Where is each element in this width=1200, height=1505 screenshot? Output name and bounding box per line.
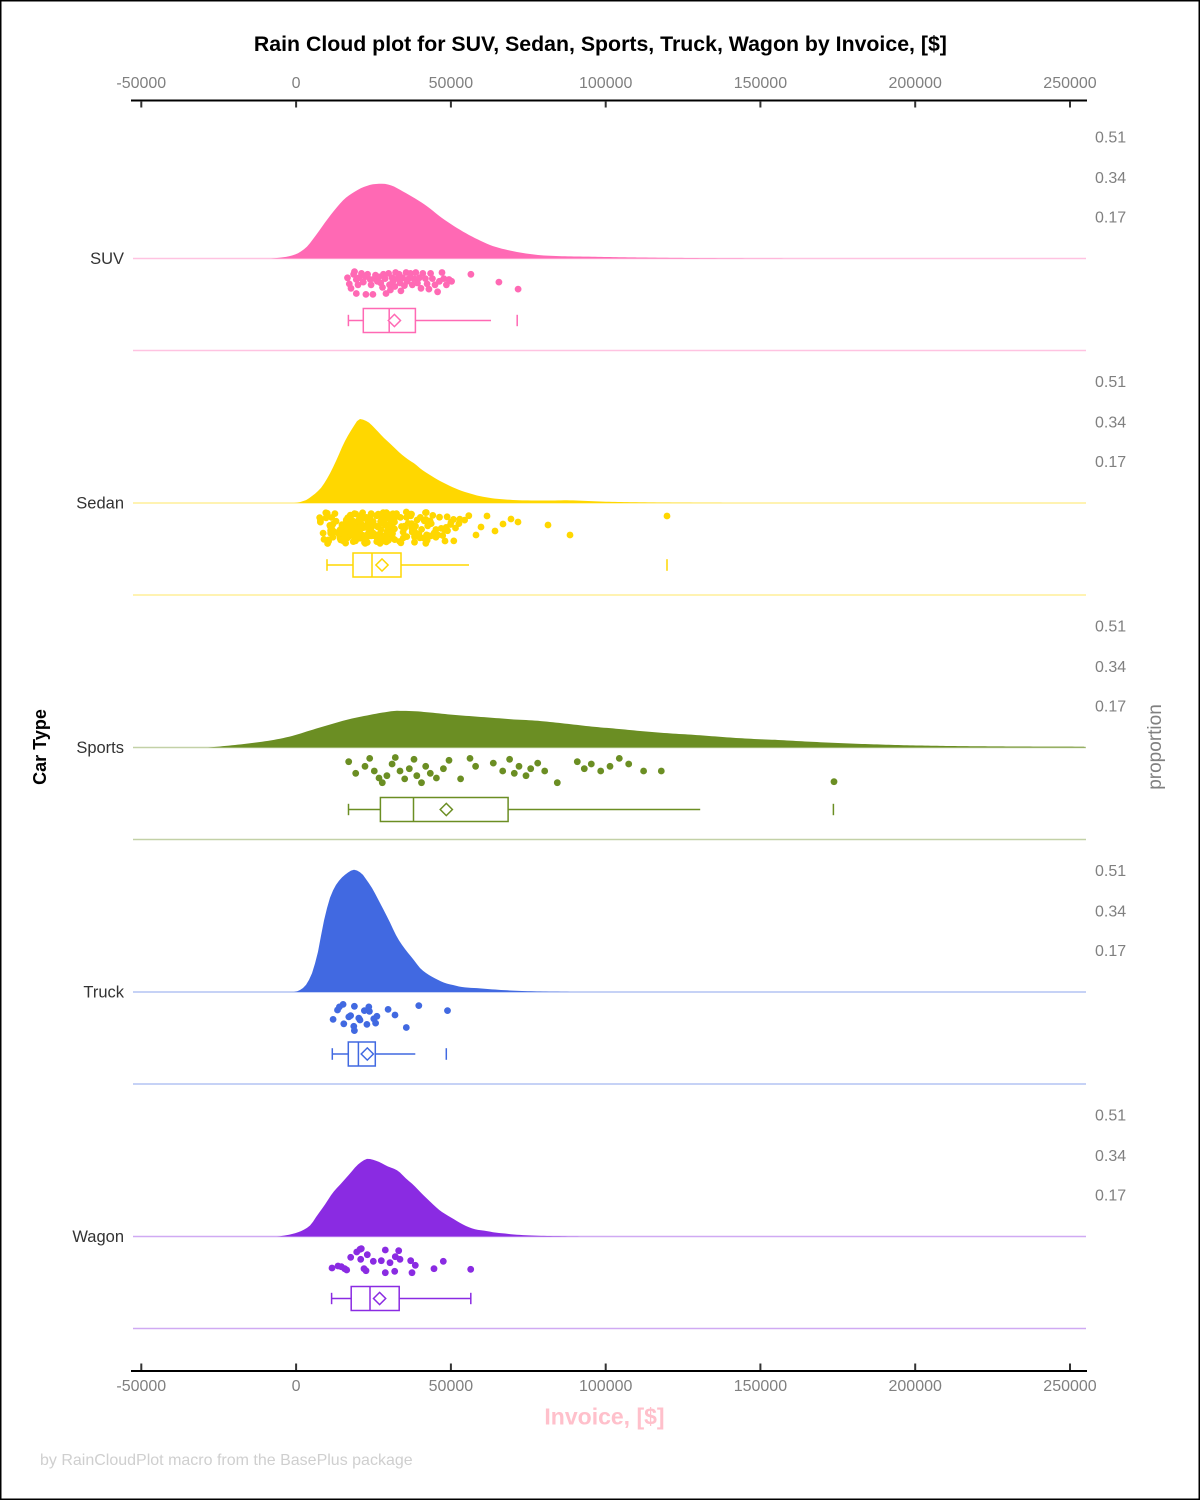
svg-text:0.51: 0.51 [1095,1108,1126,1125]
svg-text:0.34: 0.34 [1095,1148,1126,1165]
svg-text:150000: 150000 [734,1378,787,1395]
svg-text:0.51: 0.51 [1095,130,1126,147]
svg-text:-50000: -50000 [116,1378,166,1395]
svg-text:250000: 250000 [1043,75,1096,92]
svg-text:Sports: Sports [76,739,124,757]
svg-text:0.17: 0.17 [1095,454,1126,471]
svg-text:250000: 250000 [1043,1378,1096,1395]
svg-text:100000: 100000 [579,1378,632,1395]
svg-text:50000: 50000 [429,75,474,92]
svg-text:0.17: 0.17 [1095,210,1126,227]
svg-text:50000: 50000 [429,1378,474,1395]
svg-text:0.17: 0.17 [1095,1188,1126,1205]
svg-text:0.34: 0.34 [1095,659,1126,676]
svg-text:-50000: -50000 [116,75,166,92]
svg-text:0: 0 [292,1378,301,1395]
svg-text:0.34: 0.34 [1095,415,1126,432]
svg-text:SUV: SUV [90,250,124,268]
svg-text:proportion: proportion [1145,704,1166,790]
svg-text:Rain Cloud plot for SUV, Sedan: Rain Cloud plot for SUV, Sedan, Sports, … [254,32,947,56]
svg-text:200000: 200000 [889,1378,942,1395]
svg-text:Car Type: Car Type [30,709,50,785]
svg-text:0.51: 0.51 [1095,863,1126,880]
svg-text:0.51: 0.51 [1095,374,1126,391]
svg-text:0.34: 0.34 [1095,170,1126,187]
svg-text:0.17: 0.17 [1095,943,1126,960]
svg-text:Wagon: Wagon [72,1228,124,1246]
svg-text:100000: 100000 [579,75,632,92]
svg-text:0: 0 [292,75,301,92]
svg-text:150000: 150000 [734,75,787,92]
svg-text:Invoice, [$]: Invoice, [$] [544,1404,664,1430]
svg-text:200000: 200000 [889,75,942,92]
svg-text:0.34: 0.34 [1095,904,1126,921]
svg-text:0.17: 0.17 [1095,699,1126,716]
svg-text:0.51: 0.51 [1095,619,1126,636]
svg-text:by RainCloudPlot macro from th: by RainCloudPlot macro from the BasePlus… [40,1452,413,1469]
svg-text:Truck: Truck [83,984,124,1002]
svg-text:Sedan: Sedan [76,495,124,513]
